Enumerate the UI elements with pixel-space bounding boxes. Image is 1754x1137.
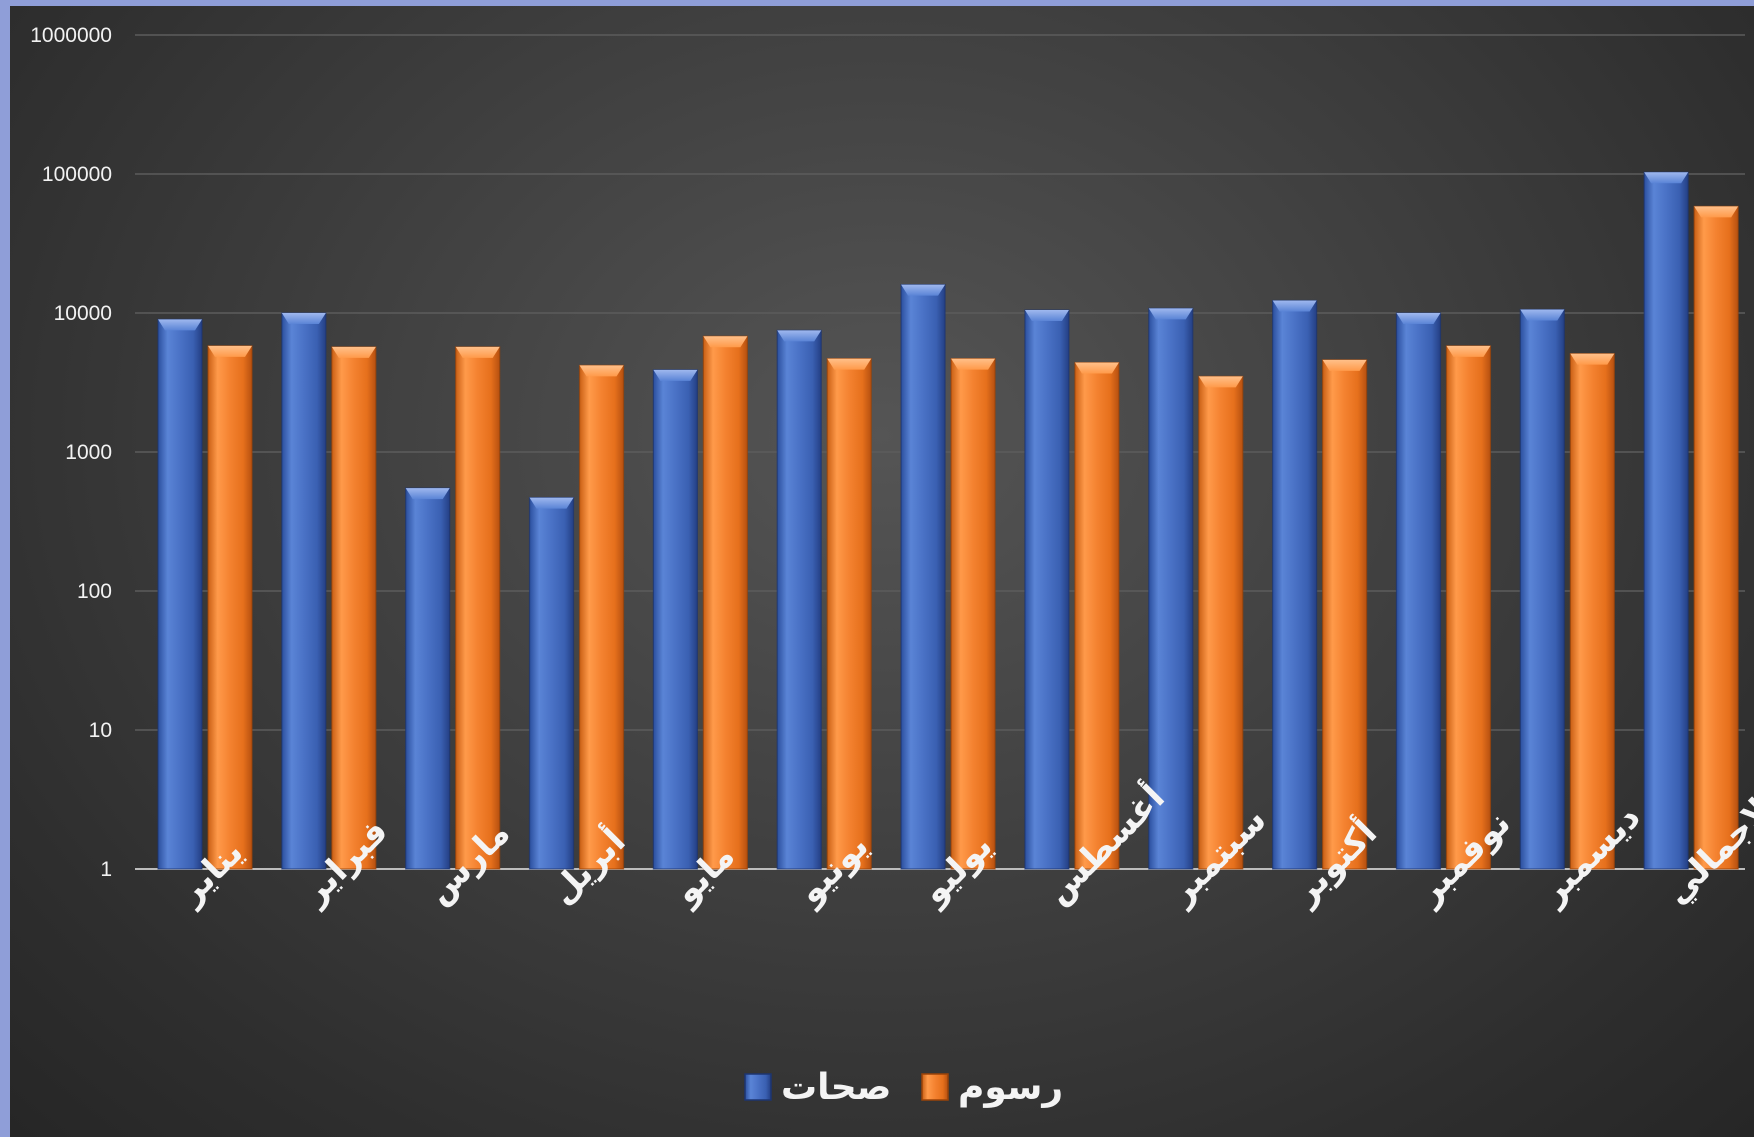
legend: رسوم صحات <box>744 1067 1063 1108</box>
bar-bevel <box>455 346 500 358</box>
bar-series-1 <box>776 329 822 870</box>
bar-body <box>281 313 326 869</box>
bar-body <box>777 330 822 870</box>
bar-series-2 <box>1198 375 1244 870</box>
bar-bevel <box>653 369 698 381</box>
bar-bevel <box>827 358 872 370</box>
bar-body <box>1024 310 1069 869</box>
bar-bevel <box>1446 345 1491 357</box>
bar-bevel <box>579 365 624 377</box>
bar-bevel <box>1694 206 1739 218</box>
bars <box>157 171 1739 870</box>
bar-series-2 <box>1322 359 1368 870</box>
bar-series-1 <box>157 318 203 870</box>
bar-bevel <box>1024 310 1069 322</box>
bar-body <box>1570 353 1615 870</box>
bar-series-2 <box>826 357 872 870</box>
bar-series-1 <box>900 284 946 870</box>
bar-body <box>529 497 574 869</box>
bar-bevel <box>1272 300 1317 312</box>
bar-body <box>1644 172 1689 869</box>
bar-series-2 <box>331 346 377 870</box>
chart-area: 1 10 100 1000 10000 100000 1000000 يناير فبراير… <box>10 6 1754 1137</box>
y-tick-label: 100000 <box>42 163 112 186</box>
bar-series-1 <box>1395 312 1442 870</box>
bar-bevel <box>208 345 252 357</box>
bar-bevel <box>331 346 376 358</box>
bar-body <box>1272 300 1317 870</box>
bar-bevel <box>529 497 574 509</box>
bar-bevel <box>405 488 450 500</box>
bar-series-2 <box>950 357 996 870</box>
legend-item-series-1: صحات <box>744 1067 891 1108</box>
legend-item-series-2: رسوم <box>921 1067 1063 1108</box>
bar-bevel <box>1570 353 1615 365</box>
y-tick-label: 1000000 <box>30 24 112 47</box>
bar-body <box>1074 362 1119 869</box>
y-tick-label: 1 <box>100 858 112 881</box>
bar-series-2 <box>1074 361 1120 870</box>
bar-series-2 <box>1569 353 1615 870</box>
bar-series-2 <box>578 364 625 870</box>
bar-body <box>1198 376 1243 869</box>
bar-body <box>158 319 202 869</box>
bar-bevel <box>1396 313 1441 324</box>
legend-swatch <box>744 1073 772 1101</box>
bar-body <box>455 346 500 870</box>
bar-series-2 <box>455 346 501 870</box>
bar-series-1 <box>1148 307 1194 870</box>
bar-bevel <box>951 358 996 370</box>
bar-series-1 <box>652 369 698 870</box>
y-tick-label: 1000 <box>65 441 112 464</box>
bar-body <box>1446 345 1491 869</box>
y-tick-label: 10 <box>89 719 112 742</box>
bar-series-1 <box>281 312 327 870</box>
bar-body <box>1396 313 1441 869</box>
legend-label: صحات <box>781 1067 891 1108</box>
bar-body <box>1322 359 1367 869</box>
bar-series-1 <box>528 496 575 870</box>
bar-series-2 <box>1445 345 1492 870</box>
bar-body <box>1148 308 1193 869</box>
bar-body <box>901 284 946 869</box>
bar-body <box>1520 309 1565 869</box>
y-axis: 1 10 100 1000 10000 100000 1000000 <box>30 24 112 881</box>
legend-label: رسوم <box>958 1067 1063 1108</box>
bar-series-2 <box>207 345 253 870</box>
y-tick-label: 100 <box>77 580 112 603</box>
bar-bevel <box>1644 172 1689 184</box>
bar-body <box>208 345 252 869</box>
bar-body <box>827 358 872 869</box>
y-tick-label: 10000 <box>54 302 112 325</box>
bar-body <box>1694 206 1739 869</box>
bar-body <box>331 346 376 870</box>
bar-bevel <box>1520 309 1565 321</box>
bar-bevel <box>703 336 748 348</box>
bar-series-1 <box>1519 308 1565 870</box>
bar-body <box>579 365 624 869</box>
bar-series-1 <box>405 487 451 870</box>
bar-body <box>405 488 450 869</box>
legend-swatch <box>921 1073 949 1101</box>
bar-series-1 <box>1272 299 1318 870</box>
bar-body <box>703 336 748 869</box>
bar-body <box>653 369 698 869</box>
bar-bevel <box>777 330 822 342</box>
bar-series-1 <box>1024 309 1070 870</box>
bar-body <box>951 358 996 869</box>
bar-bevel <box>1074 362 1119 374</box>
bar-series-1 <box>1643 171 1689 870</box>
bar-series-2 <box>1693 205 1739 870</box>
bar-bevel <box>901 284 946 296</box>
bar-bevel <box>1148 308 1193 320</box>
bar-series-2 <box>702 335 748 870</box>
bar-bevel <box>158 319 202 331</box>
bar-bevel <box>1198 376 1243 388</box>
bar-bevel <box>1322 359 1367 371</box>
bar-bevel <box>281 313 326 324</box>
